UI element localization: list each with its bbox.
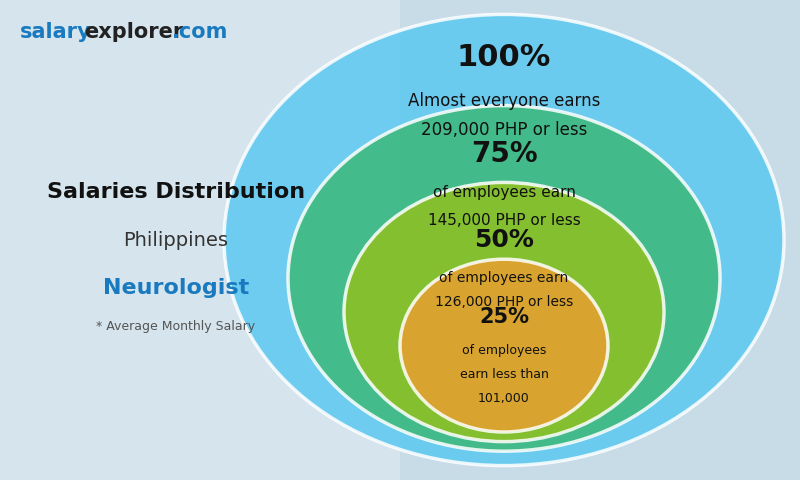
- Text: 75%: 75%: [470, 140, 538, 168]
- Text: 25%: 25%: [479, 307, 529, 327]
- Ellipse shape: [288, 106, 720, 451]
- Text: 100%: 100%: [457, 43, 551, 72]
- FancyBboxPatch shape: [0, 0, 400, 480]
- Text: Salaries Distribution: Salaries Distribution: [47, 182, 305, 202]
- Text: .com: .com: [172, 22, 228, 42]
- Text: 101,000: 101,000: [478, 392, 530, 405]
- Text: 145,000 PHP or less: 145,000 PHP or less: [428, 213, 580, 228]
- Text: 50%: 50%: [474, 228, 534, 252]
- Text: of employees earn: of employees earn: [433, 184, 575, 200]
- Text: Philippines: Philippines: [123, 230, 229, 250]
- Text: earn less than: earn less than: [459, 368, 549, 381]
- Ellipse shape: [344, 182, 664, 442]
- Text: salary: salary: [20, 22, 92, 42]
- Text: 209,000 PHP or less: 209,000 PHP or less: [421, 120, 587, 139]
- Text: Neurologist: Neurologist: [103, 278, 249, 298]
- Text: explorer: explorer: [84, 22, 183, 42]
- Text: of employees: of employees: [462, 344, 546, 357]
- Ellipse shape: [224, 14, 784, 466]
- Text: of employees earn: of employees earn: [439, 271, 569, 286]
- Ellipse shape: [400, 259, 608, 432]
- Text: 126,000 PHP or less: 126,000 PHP or less: [435, 295, 573, 310]
- Text: * Average Monthly Salary: * Average Monthly Salary: [97, 320, 255, 333]
- Text: Almost everyone earns: Almost everyone earns: [408, 92, 600, 110]
